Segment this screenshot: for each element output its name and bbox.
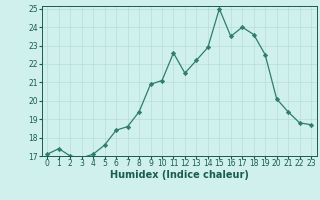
X-axis label: Humidex (Indice chaleur): Humidex (Indice chaleur) bbox=[110, 170, 249, 180]
